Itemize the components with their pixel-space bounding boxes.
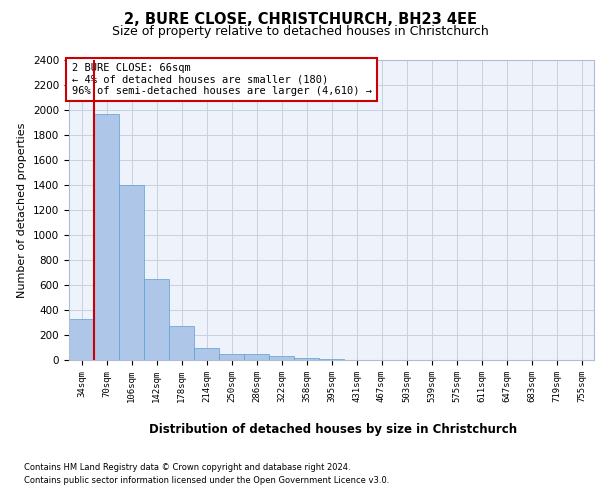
Bar — [144, 279, 169, 360]
Bar — [244, 354, 269, 360]
Text: 2 BURE CLOSE: 66sqm
← 4% of detached houses are smaller (180)
96% of semi-detach: 2 BURE CLOSE: 66sqm ← 4% of detached hou… — [71, 63, 371, 96]
Bar — [194, 348, 219, 360]
Bar — [219, 354, 244, 360]
Bar — [69, 320, 94, 360]
Bar — [269, 356, 294, 360]
Text: Size of property relative to detached houses in Christchurch: Size of property relative to detached ho… — [112, 25, 488, 38]
Y-axis label: Number of detached properties: Number of detached properties — [17, 122, 28, 298]
Text: Contains HM Land Registry data © Crown copyright and database right 2024.: Contains HM Land Registry data © Crown c… — [24, 464, 350, 472]
Bar — [169, 326, 194, 360]
Bar — [294, 358, 319, 360]
Text: 2, BURE CLOSE, CHRISTCHURCH, BH23 4EE: 2, BURE CLOSE, CHRISTCHURCH, BH23 4EE — [124, 12, 476, 28]
Bar — [119, 185, 144, 360]
Bar — [94, 114, 119, 360]
Text: Contains public sector information licensed under the Open Government Licence v3: Contains public sector information licen… — [24, 476, 389, 485]
Text: Distribution of detached houses by size in Christchurch: Distribution of detached houses by size … — [149, 422, 517, 436]
